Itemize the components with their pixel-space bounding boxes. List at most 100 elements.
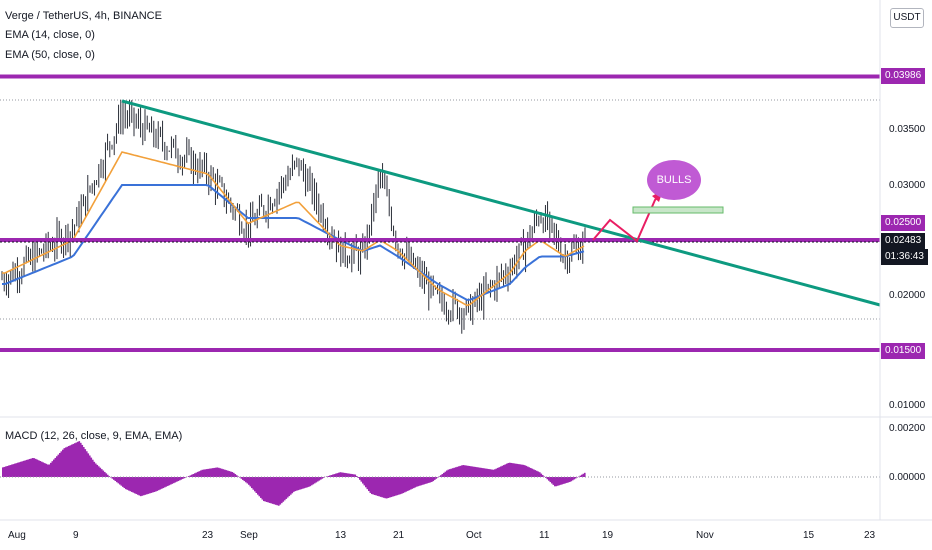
macd-bar [134, 477, 136, 494]
macd-bar [311, 477, 313, 486]
macd-bar [183, 477, 186, 479]
macd-bar [162, 477, 165, 489]
macd-bar [416, 477, 418, 487]
macd-bar [290, 477, 292, 495]
macd-bar [471, 466, 474, 477]
macd-bar [404, 477, 406, 493]
macd-bar [39, 460, 42, 477]
symbol-title[interactable]: Verge / TetherUS, 4h, BINANCE [5, 10, 162, 22]
macd-bar [519, 464, 522, 477]
ema-slow-legend[interactable]: EMA (50, close, 0) [5, 49, 95, 61]
macd-bar [422, 477, 424, 485]
macd-bar [533, 469, 535, 477]
macd-bar [228, 471, 231, 477]
x-tick-label: 23 [864, 530, 876, 541]
macd-bar [113, 477, 115, 480]
macd-bar [480, 467, 483, 477]
candle-countdown: 01:36:43 [881, 249, 928, 265]
macd-bar [377, 477, 379, 496]
macd-legend[interactable]: MACD (12, 26, close, 9, EMA, EMA) [5, 430, 183, 442]
macd-bar [411, 477, 414, 489]
macd-bar [530, 467, 532, 477]
macd-bar [123, 477, 126, 489]
macd-bar [503, 465, 505, 477]
macd-bar [81, 444, 84, 477]
macd-bar [461, 465, 463, 477]
macd-bar [438, 476, 441, 477]
macd-bar [294, 477, 297, 492]
macd-bar [390, 477, 393, 498]
macd-bar [287, 477, 289, 498]
x-tick-label: 9 [73, 530, 79, 541]
downtrend-line [121, 99, 881, 307]
macd-bar [336, 473, 339, 477]
macd-bar [470, 466, 472, 477]
macd-bar [363, 477, 366, 486]
macd-bar [5, 466, 7, 477]
macd-bar [170, 477, 172, 485]
macd-bar [267, 477, 270, 503]
macd-bar [215, 467, 217, 477]
macd-bar [552, 477, 555, 485]
macd-bar [584, 472, 586, 477]
macd-bar [575, 477, 577, 479]
macd-bar [150, 477, 153, 493]
macd-bar [263, 477, 265, 502]
macd-bar [41, 461, 43, 477]
macd-bar [83, 447, 85, 477]
macd-bar [29, 458, 31, 477]
currency-button[interactable]: USDT [890, 8, 924, 28]
ema-fast-legend[interactable]: EMA (14, close, 0) [5, 29, 95, 41]
macd-bar [27, 459, 30, 477]
macd-bar [479, 467, 481, 477]
macd-bar [155, 477, 157, 492]
macd-bar [485, 468, 487, 477]
macd-bar [216, 467, 219, 477]
macd-bar [167, 477, 169, 486]
macd-bar [452, 468, 454, 477]
macd-bar [119, 477, 121, 485]
macd-bar [564, 477, 567, 484]
x-tick-label: 23 [202, 530, 214, 541]
macd-bar [500, 466, 502, 477]
macd-bar [339, 472, 342, 477]
x-tick-label: 11 [539, 530, 550, 541]
macd-bar [333, 474, 336, 477]
macd-bar [99, 467, 102, 477]
macd-bar [192, 473, 195, 477]
macd-bar [143, 477, 145, 496]
price-label-current: 0.02483 [881, 233, 926, 249]
macd-bar [65, 447, 67, 477]
macd-bar [462, 465, 465, 477]
macd-bar [348, 473, 351, 477]
macd-bar [161, 477, 163, 489]
macd-bar [87, 453, 90, 477]
macd-bar [126, 477, 129, 490]
macd-bar [362, 477, 364, 484]
macd-bar [431, 477, 433, 482]
macd-bar [108, 476, 111, 477]
macd-bar [305, 477, 307, 488]
target-box [632, 206, 724, 214]
macd-bar [524, 465, 526, 477]
macd-bar [365, 477, 367, 488]
macd-bar [80, 442, 82, 477]
bulls-callout[interactable]: BULLS [647, 160, 701, 200]
macd-bar [410, 477, 412, 490]
macd-bar [455, 467, 457, 477]
macd-bar [129, 477, 132, 492]
macd-bar [548, 477, 550, 481]
macd-bar [335, 473, 337, 477]
macd-bar [396, 477, 399, 496]
macd-bar [428, 477, 430, 483]
macd-bar [429, 477, 432, 483]
macd-bar [563, 477, 565, 484]
macd-bar [353, 474, 355, 477]
macd-bar [209, 468, 211, 477]
macd-bar [227, 470, 229, 477]
x-tick-label: 19 [602, 530, 614, 541]
macd-bar [54, 457, 57, 477]
projection-path [592, 193, 661, 243]
macd-bar [239, 477, 241, 478]
